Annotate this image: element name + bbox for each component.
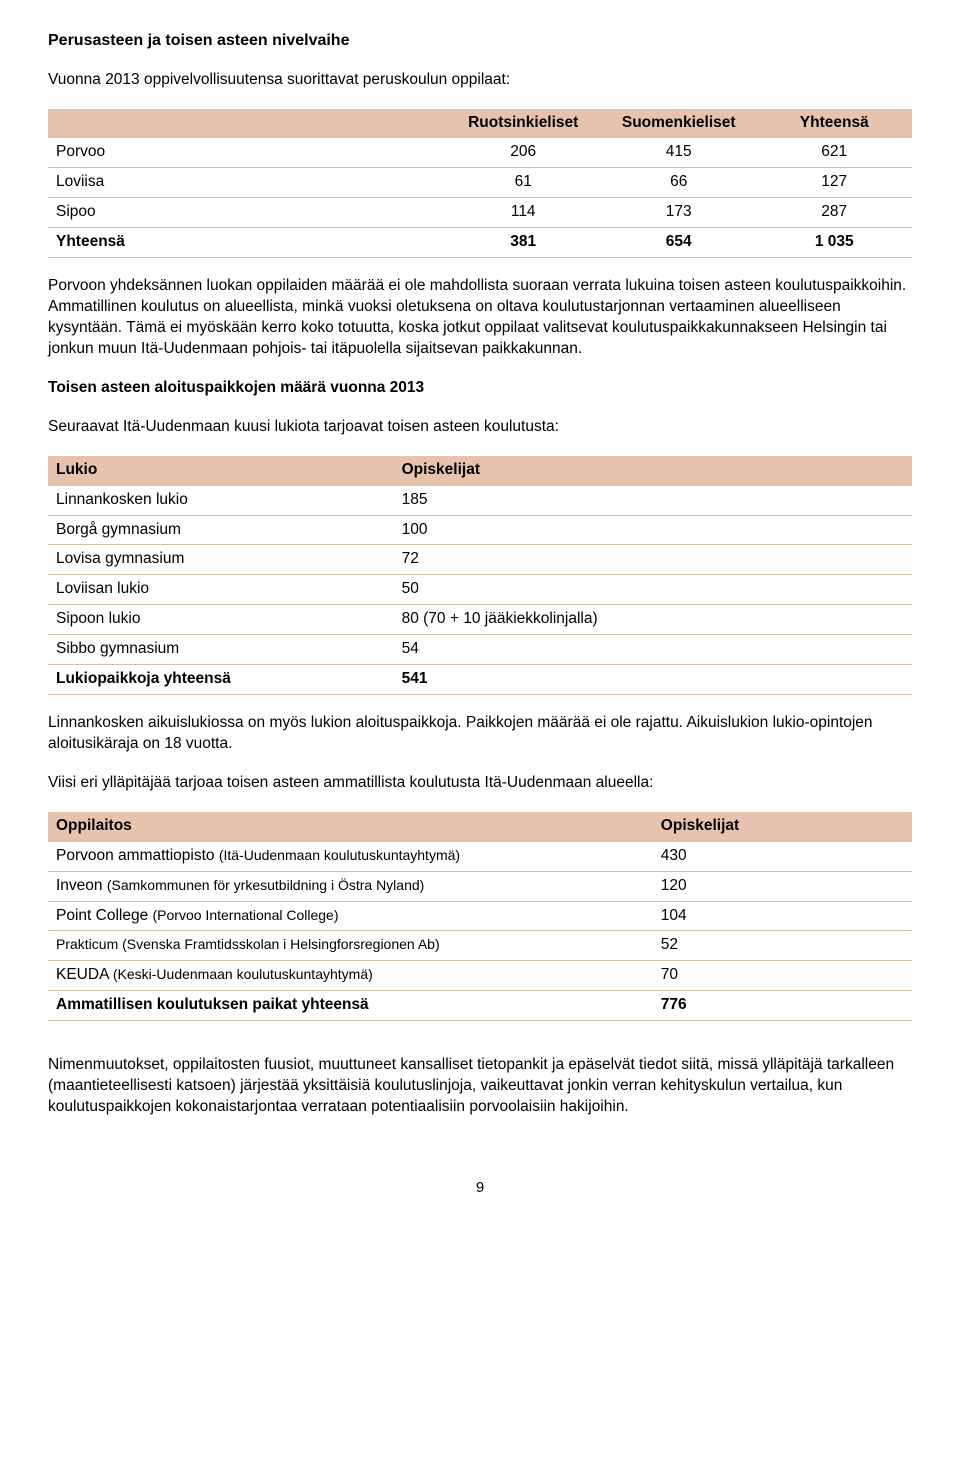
cell-label: Point College (Porvoo International Coll… xyxy=(48,901,653,931)
intro-text-2: Seuraavat Itä-Uudenmaan kuusi lukiota ta… xyxy=(48,417,912,438)
table-header-row: Oppilaitos Opiskelijat xyxy=(48,812,912,841)
cell-value: 61 xyxy=(445,168,601,198)
intro-text-1: Vuonna 2013 oppivelvollisuutensa suoritt… xyxy=(48,70,912,91)
cell-label: Sipoon lukio xyxy=(48,605,394,635)
section-heading-1: Perusasteen ja toisen asteen nivelvaihe xyxy=(48,30,912,52)
th-empty xyxy=(48,109,445,138)
cell-value: 776 xyxy=(653,991,912,1021)
cell-value: 415 xyxy=(601,138,757,168)
table-row: Porvoo 206 415 621 xyxy=(48,138,912,168)
th-ruotsi: Ruotsinkieliset xyxy=(445,109,601,138)
cell-value: 100 xyxy=(394,515,912,545)
cell-value: 541 xyxy=(394,665,912,695)
cell-value: 173 xyxy=(601,198,757,228)
cell-value: 104 xyxy=(653,901,912,931)
table-total-row: Lukiopaikkoja yhteensä541 xyxy=(48,665,912,695)
table-row: Sipoo 114 173 287 xyxy=(48,198,912,228)
cell-value: 430 xyxy=(653,841,912,871)
document-page: Perusasteen ja toisen asteen nivelvaihe … xyxy=(0,0,960,1238)
cell-value: 50 xyxy=(394,575,912,605)
paragraph-3: Nimenmuutokset, oppilaitosten fuusiot, m… xyxy=(48,1055,912,1118)
page-number: 9 xyxy=(48,1178,912,1198)
table-pupils: Ruotsinkieliset Suomenkieliset Yhteensä … xyxy=(48,109,912,259)
th-opiskelijat: Opiskelijat xyxy=(653,812,912,841)
table-row: Prakticum (Svenska Framtidsskolan i Hels… xyxy=(48,931,912,961)
cell-label: Lukiopaikkoja yhteensä xyxy=(48,665,394,695)
cell-value: 1 035 xyxy=(756,228,912,258)
table-row: Lovisa gymnasium72 xyxy=(48,545,912,575)
intro-text-3: Viisi eri ylläpitäjää tarjoaa toisen ast… xyxy=(48,773,912,794)
cell-label: Ammatillisen koulutuksen paikat yhteensä xyxy=(48,991,653,1021)
cell-value: 114 xyxy=(445,198,601,228)
th-opiskelijat: Opiskelijat xyxy=(394,456,912,485)
cell-value: 381 xyxy=(445,228,601,258)
cell-value: 127 xyxy=(756,168,912,198)
table-row: Sibbo gymnasium54 xyxy=(48,635,912,665)
cell-value: 621 xyxy=(756,138,912,168)
table-header-row: Lukio Opiskelijat xyxy=(48,456,912,485)
cell-label: Borgå gymnasium xyxy=(48,515,394,545)
table-row: Loviisan lukio50 xyxy=(48,575,912,605)
cell-value: 654 xyxy=(601,228,757,258)
cell-label: Sibbo gymnasium xyxy=(48,635,394,665)
cell-label: Linnankosken lukio xyxy=(48,485,394,515)
cell-value: 66 xyxy=(601,168,757,198)
table-total-row: Ammatillisen koulutuksen paikat yhteensä… xyxy=(48,991,912,1021)
table-total-row: Yhteensä 381 654 1 035 xyxy=(48,228,912,258)
th-suomi: Suomenkieliset xyxy=(601,109,757,138)
table-row: Linnankosken lukio185 xyxy=(48,485,912,515)
cell-value: 185 xyxy=(394,485,912,515)
table-row: Inveon (Samkommunen för yrkesutbildning … xyxy=(48,871,912,901)
cell-value: 70 xyxy=(653,961,912,991)
table-ammatti: Oppilaitos Opiskelijat Porvoon ammattiop… xyxy=(48,812,912,1021)
th-yhteensa: Yhteensä xyxy=(756,109,912,138)
th-lukio: Lukio xyxy=(48,456,394,485)
th-oppilaitos: Oppilaitos xyxy=(48,812,653,841)
cell-value: 52 xyxy=(653,931,912,961)
cell-label: Yhteensä xyxy=(48,228,445,258)
table-row: KEUDA (Keski-Uudenmaan koulutuskuntayhty… xyxy=(48,961,912,991)
table-row: Borgå gymnasium100 xyxy=(48,515,912,545)
cell-label: Loviisa xyxy=(48,168,445,198)
cell-label: Prakticum (Svenska Framtidsskolan i Hels… xyxy=(48,931,653,961)
table-row: Porvoon ammattiopisto (Itä-Uudenmaan kou… xyxy=(48,841,912,871)
cell-label: Porvoo xyxy=(48,138,445,168)
table-row: Sipoon lukio80 (70 + 10 jääkiekkolinjall… xyxy=(48,605,912,635)
cell-label: Sipoo xyxy=(48,198,445,228)
cell-value: 80 (70 + 10 jääkiekkolinjalla) xyxy=(394,605,912,635)
cell-value: 72 xyxy=(394,545,912,575)
paragraph-2: Linnankosken aikuislukiossa on myös luki… xyxy=(48,713,912,755)
cell-value: 120 xyxy=(653,871,912,901)
cell-value: 206 xyxy=(445,138,601,168)
cell-label: Lovisa gymnasium xyxy=(48,545,394,575)
paragraph-1: Porvoon yhdeksännen luokan oppilaiden mä… xyxy=(48,276,912,360)
cell-label: Loviisan lukio xyxy=(48,575,394,605)
table-row: Loviisa 61 66 127 xyxy=(48,168,912,198)
cell-label: Inveon (Samkommunen för yrkesutbildning … xyxy=(48,871,653,901)
table-lukio: Lukio Opiskelijat Linnankosken lukio185 … xyxy=(48,456,912,695)
section-heading-2: Toisen asteen aloituspaikkojen määrä vuo… xyxy=(48,378,912,399)
cell-value: 54 xyxy=(394,635,912,665)
table-header-row: Ruotsinkieliset Suomenkieliset Yhteensä xyxy=(48,109,912,138)
cell-value: 287 xyxy=(756,198,912,228)
cell-label: Porvoon ammattiopisto (Itä-Uudenmaan kou… xyxy=(48,841,653,871)
table-row: Point College (Porvoo International Coll… xyxy=(48,901,912,931)
cell-label: KEUDA (Keski-Uudenmaan koulutuskuntayhty… xyxy=(48,961,653,991)
